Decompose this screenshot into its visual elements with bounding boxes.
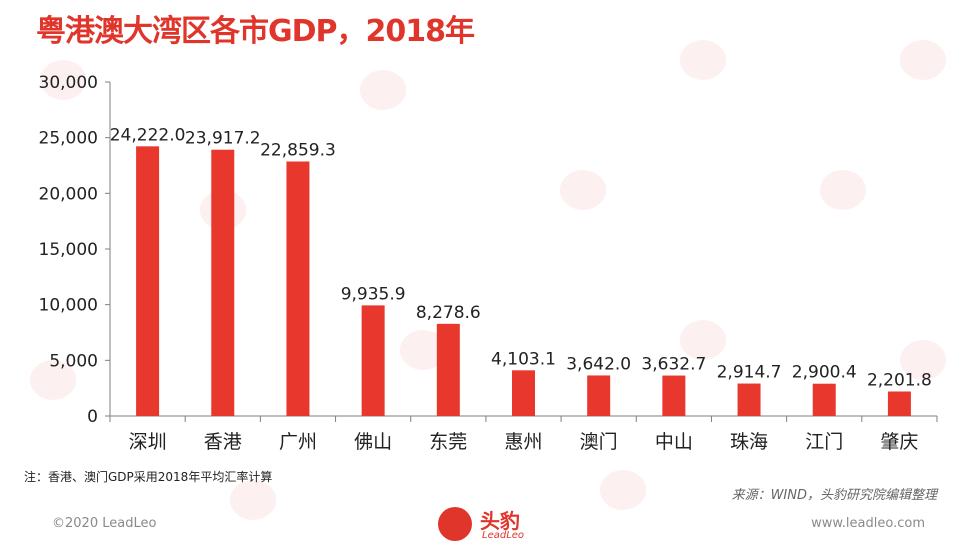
bar xyxy=(211,149,235,416)
y-tick-label: 0 xyxy=(87,407,98,427)
leopard-logo-icon xyxy=(438,507,472,541)
watermark-logo xyxy=(900,340,946,380)
watermark-logo xyxy=(360,70,406,110)
bar xyxy=(361,305,385,416)
source-text: 来源：WIND，头豹研究院编辑整理 xyxy=(731,488,937,503)
y-tick-label: 25,000 xyxy=(39,129,98,149)
x-tick-label: 肇庆 xyxy=(880,431,918,453)
logo-name: 头豹 xyxy=(480,509,520,533)
watermark-logo xyxy=(600,470,646,510)
website-link[interactable]: www.leadleo.com xyxy=(811,516,925,531)
y-tick-label: 30,000 xyxy=(39,73,98,93)
x-tick-label: 江门 xyxy=(805,431,843,453)
x-tick-label: 香港 xyxy=(204,431,242,453)
watermark-logo xyxy=(40,60,86,100)
data-label: 2,201.8 xyxy=(867,370,932,390)
watermark-logo xyxy=(560,170,606,210)
bar xyxy=(286,161,310,416)
bar xyxy=(662,375,686,416)
x-tick-label: 惠州 xyxy=(504,431,542,453)
bar xyxy=(436,323,460,416)
watermark-logo xyxy=(230,480,276,520)
data-label: 23,917.2 xyxy=(185,129,261,149)
data-label: 9,935.9 xyxy=(341,284,406,304)
watermark-logo xyxy=(900,40,946,80)
bar xyxy=(812,383,836,416)
data-label: 2,900.4 xyxy=(792,363,857,383)
x-tick-label: 澳门 xyxy=(580,431,618,453)
data-label: 2,914.7 xyxy=(717,363,782,383)
y-tick-label: 10,000 xyxy=(39,296,98,316)
y-tick-label: 5,000 xyxy=(49,351,98,371)
y-tick-label: 20,000 xyxy=(39,184,98,204)
bar xyxy=(512,370,535,416)
x-tick-label: 东莞 xyxy=(429,431,467,453)
data-label: 3,642.0 xyxy=(566,354,631,374)
footnote: 注：香港、澳门GDP采用2018年平均汇率计算 xyxy=(24,470,273,484)
watermark-logo xyxy=(680,40,726,80)
y-tick-label: 15,000 xyxy=(39,240,98,260)
bar xyxy=(737,383,761,416)
x-tick-label: 佛山 xyxy=(354,431,392,453)
x-tick-label: 中山 xyxy=(655,431,693,453)
data-label: 22,859.3 xyxy=(260,140,336,160)
x-tick-label: 深圳 xyxy=(129,431,167,453)
leadleo-logo: 头豹 LeadLeo xyxy=(438,505,548,545)
data-label: 8,278.6 xyxy=(416,303,481,323)
data-label: 24,222.0 xyxy=(110,125,186,145)
data-label: 4,103.1 xyxy=(491,349,556,369)
bar xyxy=(887,391,911,416)
chart-title: 粤港澳大湾区各市GDP，2018年 xyxy=(36,14,475,49)
watermark-logo xyxy=(820,170,866,210)
x-tick-label: 广州 xyxy=(279,431,317,453)
copyright-text: ©2020 LeadLeo xyxy=(52,516,157,531)
data-label: 3,632.7 xyxy=(641,355,706,375)
watermark-logo xyxy=(30,360,76,400)
logo-sub: LeadLeo xyxy=(482,530,525,541)
bar xyxy=(587,375,611,416)
bar xyxy=(136,146,160,416)
watermark-logo xyxy=(680,320,726,360)
x-tick-label: 珠海 xyxy=(730,431,768,453)
